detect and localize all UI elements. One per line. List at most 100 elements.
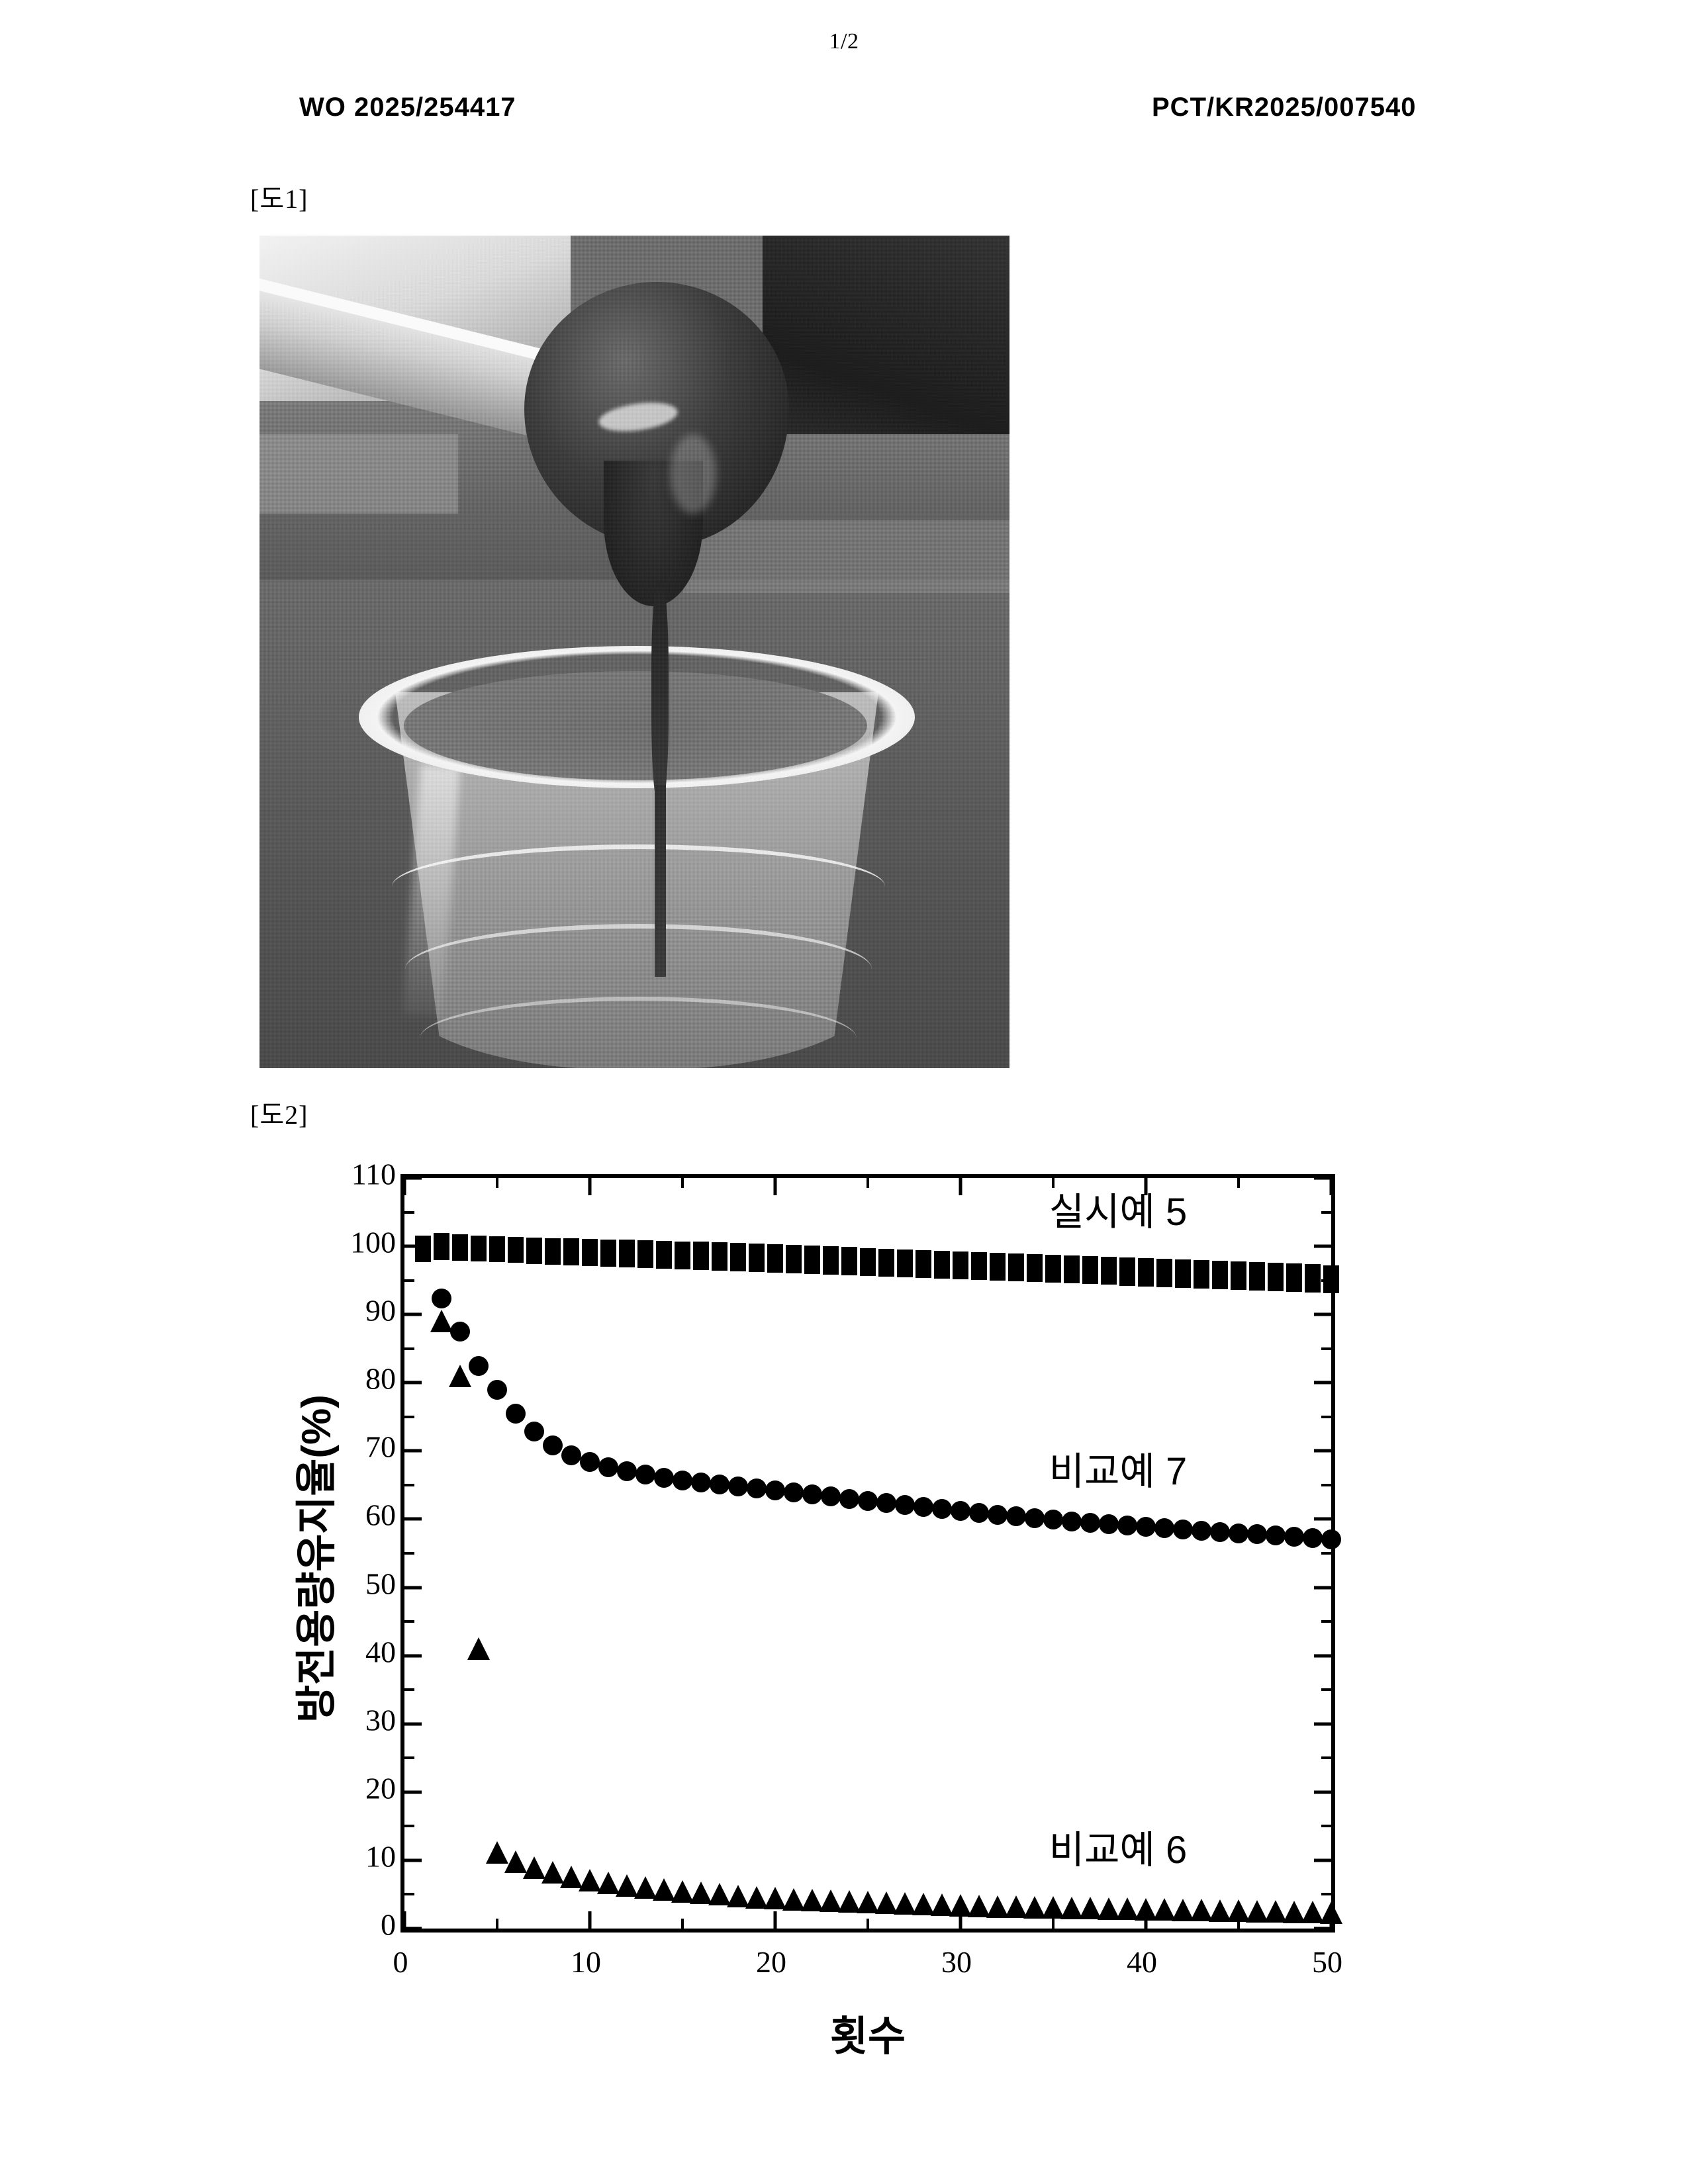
- data-point-circle: [635, 1465, 655, 1484]
- data-point-circle: [1284, 1527, 1304, 1547]
- y-axis-tick: [1314, 1586, 1331, 1589]
- data-band-fill: [675, 1250, 690, 1261]
- data-point-circle: [432, 1289, 451, 1308]
- data-point-circle: [1210, 1522, 1230, 1542]
- data-band-fill: [600, 1248, 616, 1258]
- y-axis-tick: [404, 1927, 422, 1931]
- y-axis-tick-label: 20: [297, 1770, 396, 1805]
- data-point-circle: [1247, 1524, 1267, 1544]
- data-point-circle: [1192, 1521, 1211, 1541]
- data-band-fill: [1008, 1261, 1024, 1274]
- data-band-fill: [1119, 1265, 1135, 1278]
- y-axis-tick-label: 90: [297, 1293, 396, 1328]
- slurry-stream-upper: [651, 580, 669, 805]
- x-axis-tick: [588, 1178, 592, 1195]
- data-band-fill: [767, 1252, 783, 1265]
- data-point-circle: [1266, 1525, 1286, 1545]
- data-point-circle: [932, 1499, 952, 1519]
- data-point-circle: [1080, 1513, 1100, 1533]
- data-band-fill: [990, 1261, 1006, 1273]
- data-band-fill: [730, 1251, 746, 1263]
- slurry-highlight-secondary: [670, 434, 716, 514]
- data-band-fill: [915, 1258, 931, 1271]
- x-axis-minor-tick: [867, 1178, 869, 1188]
- y-axis-tick: [1314, 1927, 1331, 1931]
- data-band-fill: [1286, 1271, 1302, 1284]
- x-axis-tick: [588, 1911, 592, 1929]
- data-point-circle: [524, 1422, 544, 1441]
- data-band-fill: [1064, 1263, 1080, 1276]
- data-band-fill: [1268, 1271, 1284, 1283]
- y-axis-minor-tick: [404, 1211, 414, 1214]
- y-axis-tick-label: 10: [297, 1839, 396, 1874]
- x-axis-tick-label: 0: [351, 1944, 450, 1979]
- y-axis-minor-tick: [404, 1688, 414, 1691]
- x-axis-tick: [774, 1911, 777, 1929]
- data-point-circle: [895, 1495, 915, 1515]
- y-axis-tick: [1314, 1790, 1331, 1794]
- data-band-fill: [897, 1257, 913, 1270]
- y-axis-tick: [1314, 1518, 1331, 1521]
- data-band-fill: [804, 1253, 820, 1266]
- data-band-fill: [582, 1247, 598, 1257]
- x-axis-title: 횟수: [400, 2003, 1335, 2062]
- data-point-circle: [1025, 1508, 1045, 1528]
- data-band-fill: [452, 1242, 468, 1253]
- y-axis-tick: [404, 1790, 422, 1794]
- y-axis-tick-label: 70: [297, 1430, 396, 1465]
- data-point-circle: [543, 1435, 563, 1455]
- y-axis-tick: [404, 1722, 422, 1725]
- data-band-fill: [434, 1241, 449, 1253]
- x-axis-minor-tick: [1237, 1178, 1240, 1188]
- y-axis-tick: [404, 1313, 422, 1316]
- data-point-circle: [598, 1457, 618, 1477]
- y-axis-minor-tick: [1321, 1484, 1331, 1486]
- data-band-fill: [1175, 1267, 1191, 1280]
- photo-background-top-right: [763, 236, 1009, 434]
- y-axis-tick: [404, 1654, 422, 1657]
- data-point-circle: [1136, 1517, 1156, 1537]
- y-axis-minor-tick: [404, 1347, 414, 1350]
- y-axis-tick: [1314, 1313, 1331, 1316]
- y-axis-tick: [404, 1177, 422, 1180]
- data-band-fill: [1323, 1273, 1339, 1285]
- y-axis-tick: [404, 1518, 422, 1521]
- data-point-circle: [673, 1471, 692, 1490]
- y-axis-tick: [1314, 1722, 1331, 1725]
- y-axis-minor-tick: [1321, 1620, 1331, 1623]
- data-band-fill: [712, 1250, 727, 1263]
- y-axis-tick: [1314, 1654, 1331, 1657]
- series-annotation: 비교예 7: [1049, 1440, 1187, 1496]
- data-band-fill: [934, 1259, 950, 1271]
- y-axis-minor-tick: [1321, 1211, 1331, 1214]
- data-point-circle: [450, 1322, 470, 1342]
- figure-2-caption: [도2]: [250, 1093, 308, 1132]
- data-band-fill: [971, 1260, 987, 1273]
- x-axis-tick: [403, 1911, 406, 1929]
- y-axis-minor-tick: [1321, 1688, 1331, 1691]
- data-band-fill: [1231, 1269, 1246, 1282]
- wo-publication-number: WO 2025/254417: [299, 93, 516, 122]
- data-point-circle: [1154, 1518, 1174, 1538]
- data-point-circle: [1006, 1506, 1026, 1526]
- data-point-circle: [1321, 1529, 1341, 1549]
- photo-background-strip-left: [259, 434, 458, 514]
- y-axis-tick: [1314, 1245, 1331, 1248]
- data-point-circle: [1062, 1512, 1082, 1531]
- data-point-circle: [765, 1480, 785, 1500]
- data-point-circle: [747, 1479, 767, 1498]
- y-axis-minor-tick: [404, 1484, 414, 1486]
- data-point-circle: [858, 1491, 878, 1511]
- y-axis-minor-tick: [404, 1416, 414, 1418]
- data-point-triangle: [1320, 1901, 1342, 1924]
- data-band-fill: [637, 1248, 653, 1260]
- cup-rim-inner: [404, 671, 867, 780]
- y-axis-tick-label: 110: [297, 1157, 396, 1192]
- data-point-circle: [1229, 1524, 1248, 1543]
- y-axis-tick: [1314, 1858, 1331, 1862]
- data-point-circle: [988, 1505, 1008, 1525]
- data-point-circle: [506, 1404, 526, 1424]
- photo-background-strip-right: [683, 520, 1009, 593]
- data-point-circle: [691, 1473, 711, 1492]
- y-axis-tick: [404, 1586, 422, 1589]
